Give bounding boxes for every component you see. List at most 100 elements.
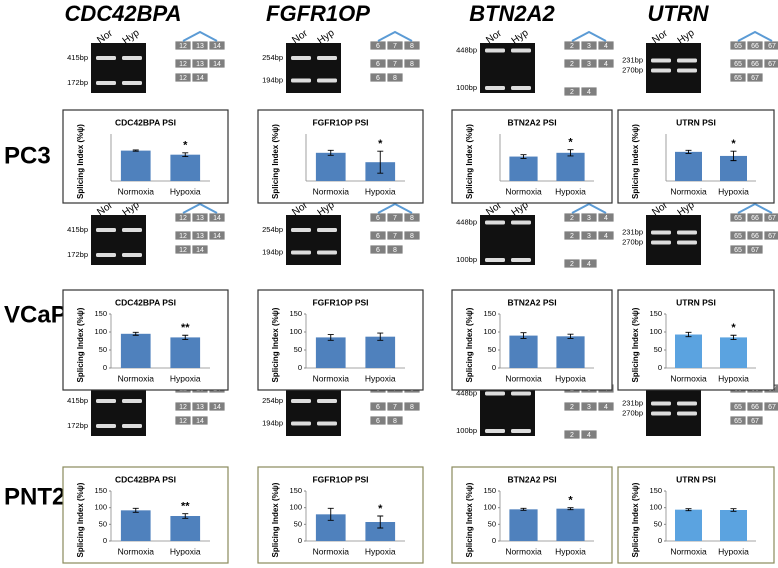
exon bbox=[191, 212, 209, 223]
x-tick-label: Hypoxia bbox=[555, 373, 586, 383]
bar bbox=[509, 509, 538, 541]
x-tick-label: Normoxia bbox=[670, 373, 707, 383]
x-tick-label: Normoxia bbox=[118, 373, 155, 383]
y-tick-label: 150 bbox=[483, 486, 496, 495]
x-tick-label: Hypoxia bbox=[170, 546, 201, 556]
chart-title: FGFR1OP PSI bbox=[312, 297, 368, 307]
gel-band bbox=[485, 86, 505, 90]
error-bar bbox=[685, 508, 692, 512]
bar bbox=[170, 337, 201, 368]
bar bbox=[170, 516, 201, 541]
exon bbox=[563, 230, 581, 241]
exon-label: 65 bbox=[734, 247, 742, 254]
exon-label: 12 bbox=[179, 75, 187, 82]
exon-label: 65 bbox=[734, 75, 742, 82]
exon-label: 8 bbox=[393, 418, 397, 425]
exon bbox=[729, 58, 747, 69]
chart-title: BTN2A2 PSI bbox=[507, 297, 556, 307]
exon-label: 8 bbox=[410, 233, 414, 240]
chart-title: CDC42BPA PSI bbox=[115, 474, 176, 484]
exon-label: 4 bbox=[587, 261, 591, 268]
exon bbox=[174, 58, 192, 69]
exon bbox=[563, 401, 581, 412]
exon bbox=[208, 230, 226, 241]
exon bbox=[369, 401, 387, 412]
bp-label: 448bp bbox=[456, 45, 477, 54]
exon-label: 12 bbox=[179, 43, 187, 50]
splice-arc bbox=[377, 202, 413, 214]
error-bar bbox=[132, 507, 139, 513]
x-tick-label: Normoxia bbox=[313, 186, 350, 196]
gel bbox=[646, 215, 701, 265]
exon bbox=[174, 244, 192, 255]
exon-label: 3 bbox=[587, 215, 591, 222]
gel-band bbox=[122, 253, 142, 257]
exon bbox=[729, 401, 747, 412]
gel-band bbox=[651, 58, 671, 63]
exon-label: 67 bbox=[768, 61, 776, 68]
gel-band bbox=[96, 424, 116, 428]
x-tick-label: Normoxia bbox=[313, 373, 350, 383]
x-tick-label: Hypoxia bbox=[555, 186, 586, 196]
exon bbox=[191, 401, 209, 412]
gel-band bbox=[96, 399, 116, 403]
exon-label: 2 bbox=[570, 404, 574, 411]
significance: * bbox=[731, 322, 736, 334]
y-tick-label: 100 bbox=[649, 327, 662, 336]
bar bbox=[120, 333, 151, 368]
chart-title: CDC42BPA PSI bbox=[115, 117, 176, 127]
y-tick-label: 50 bbox=[99, 345, 107, 354]
y-tick-label: 100 bbox=[649, 503, 662, 512]
exon bbox=[174, 230, 192, 241]
exon-label: 66 bbox=[751, 233, 759, 240]
error-bar bbox=[567, 507, 574, 511]
gel-band bbox=[677, 58, 697, 63]
x-tick-label: Normoxia bbox=[505, 546, 542, 556]
y-axis-label: Splicing Index (%ψ) bbox=[631, 307, 640, 382]
exon-label: 2 bbox=[570, 432, 574, 439]
exon bbox=[563, 86, 581, 97]
bp-label: 100bp bbox=[456, 426, 477, 435]
exon-label: 8 bbox=[393, 247, 397, 254]
y-axis-label: Splicing Index (%ψ) bbox=[76, 124, 85, 199]
exon-label: 14 bbox=[213, 233, 221, 240]
exon-label: 2 bbox=[570, 61, 574, 68]
x-tick-label: Normoxia bbox=[505, 373, 542, 383]
chart-title: UTRN PSI bbox=[676, 474, 716, 484]
y-axis-label: Splicing Index (%ψ) bbox=[631, 482, 640, 557]
gel-band bbox=[651, 230, 671, 235]
y-tick-label: 150 bbox=[649, 309, 662, 318]
exon-label: 67 bbox=[751, 75, 759, 82]
exon-label: 4 bbox=[604, 404, 608, 411]
exon-label: 67 bbox=[768, 233, 776, 240]
exon bbox=[746, 72, 764, 83]
gel-band bbox=[677, 230, 697, 235]
y-axis-label: Splicing Index (%ψ) bbox=[271, 124, 280, 199]
y-tick-label: 150 bbox=[94, 309, 107, 318]
bar bbox=[556, 152, 585, 181]
exon bbox=[369, 244, 387, 255]
exon bbox=[174, 415, 192, 426]
gel-band bbox=[677, 240, 697, 245]
exon bbox=[729, 230, 747, 241]
exon bbox=[386, 415, 404, 426]
gel-band bbox=[122, 81, 142, 85]
exon bbox=[580, 258, 598, 269]
y-tick-label: 150 bbox=[289, 309, 302, 318]
y-axis-label: Splicing Index (%ψ) bbox=[631, 124, 640, 199]
y-tick-label: 100 bbox=[483, 327, 496, 336]
splice-arc bbox=[571, 202, 607, 214]
gel bbox=[286, 386, 341, 436]
chart-title: FGFR1OP PSI bbox=[312, 474, 368, 484]
gene-name: BTN2A2 bbox=[469, 1, 555, 26]
gene-name: UTRN bbox=[647, 1, 709, 26]
gel-band bbox=[651, 240, 671, 245]
gel-band bbox=[511, 258, 531, 262]
bp-label: 194bp bbox=[262, 75, 283, 84]
y-axis-label: Splicing Index (%ψ) bbox=[271, 307, 280, 382]
x-tick-label: Normoxia bbox=[505, 186, 542, 196]
gel-band bbox=[485, 48, 505, 53]
gel-band bbox=[677, 401, 697, 406]
bp-label: 194bp bbox=[262, 247, 283, 256]
